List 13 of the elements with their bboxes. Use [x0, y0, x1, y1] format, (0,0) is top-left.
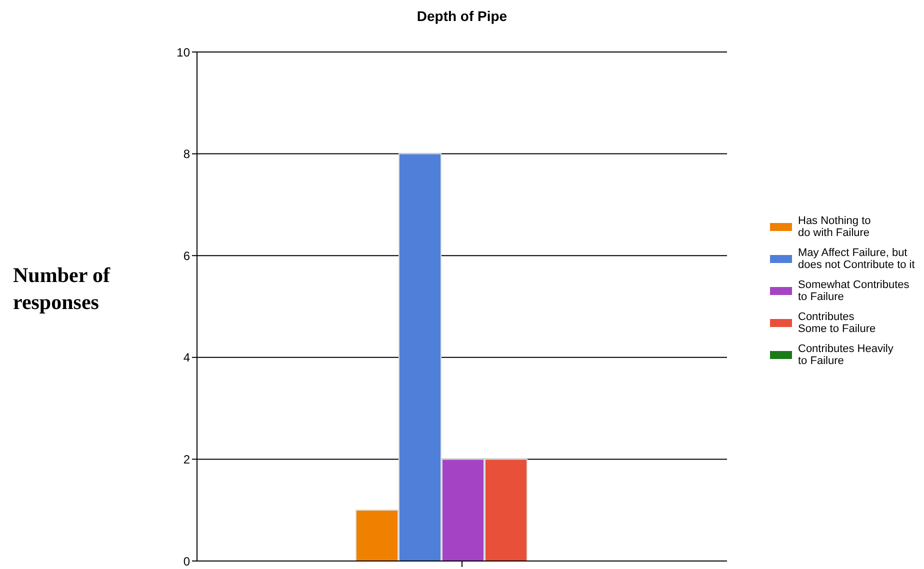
y-axis-title: Number of responses	[13, 262, 112, 316]
y-tick-label: 4	[183, 350, 190, 365]
legend-label: Contributes Some to Failure	[798, 311, 876, 335]
chart-title: Depth of Pipe	[416, 8, 508, 24]
y-tick-label: 0	[183, 554, 190, 568]
legend-label: Contributes Heavily to Failure	[798, 343, 894, 367]
y-tick-label: 6	[183, 248, 190, 263]
legend-label: May Affect Failure, but does not Contribute to it	[798, 247, 915, 271]
legend-label: Has Nothing to do with Failure	[798, 215, 871, 239]
legend-label: Somewhat Contributes to Failure	[798, 279, 910, 303]
y-tick-label: 2	[183, 452, 190, 466]
y-tick-label: 8	[183, 147, 190, 162]
y-tick-label: 10	[176, 45, 190, 60]
